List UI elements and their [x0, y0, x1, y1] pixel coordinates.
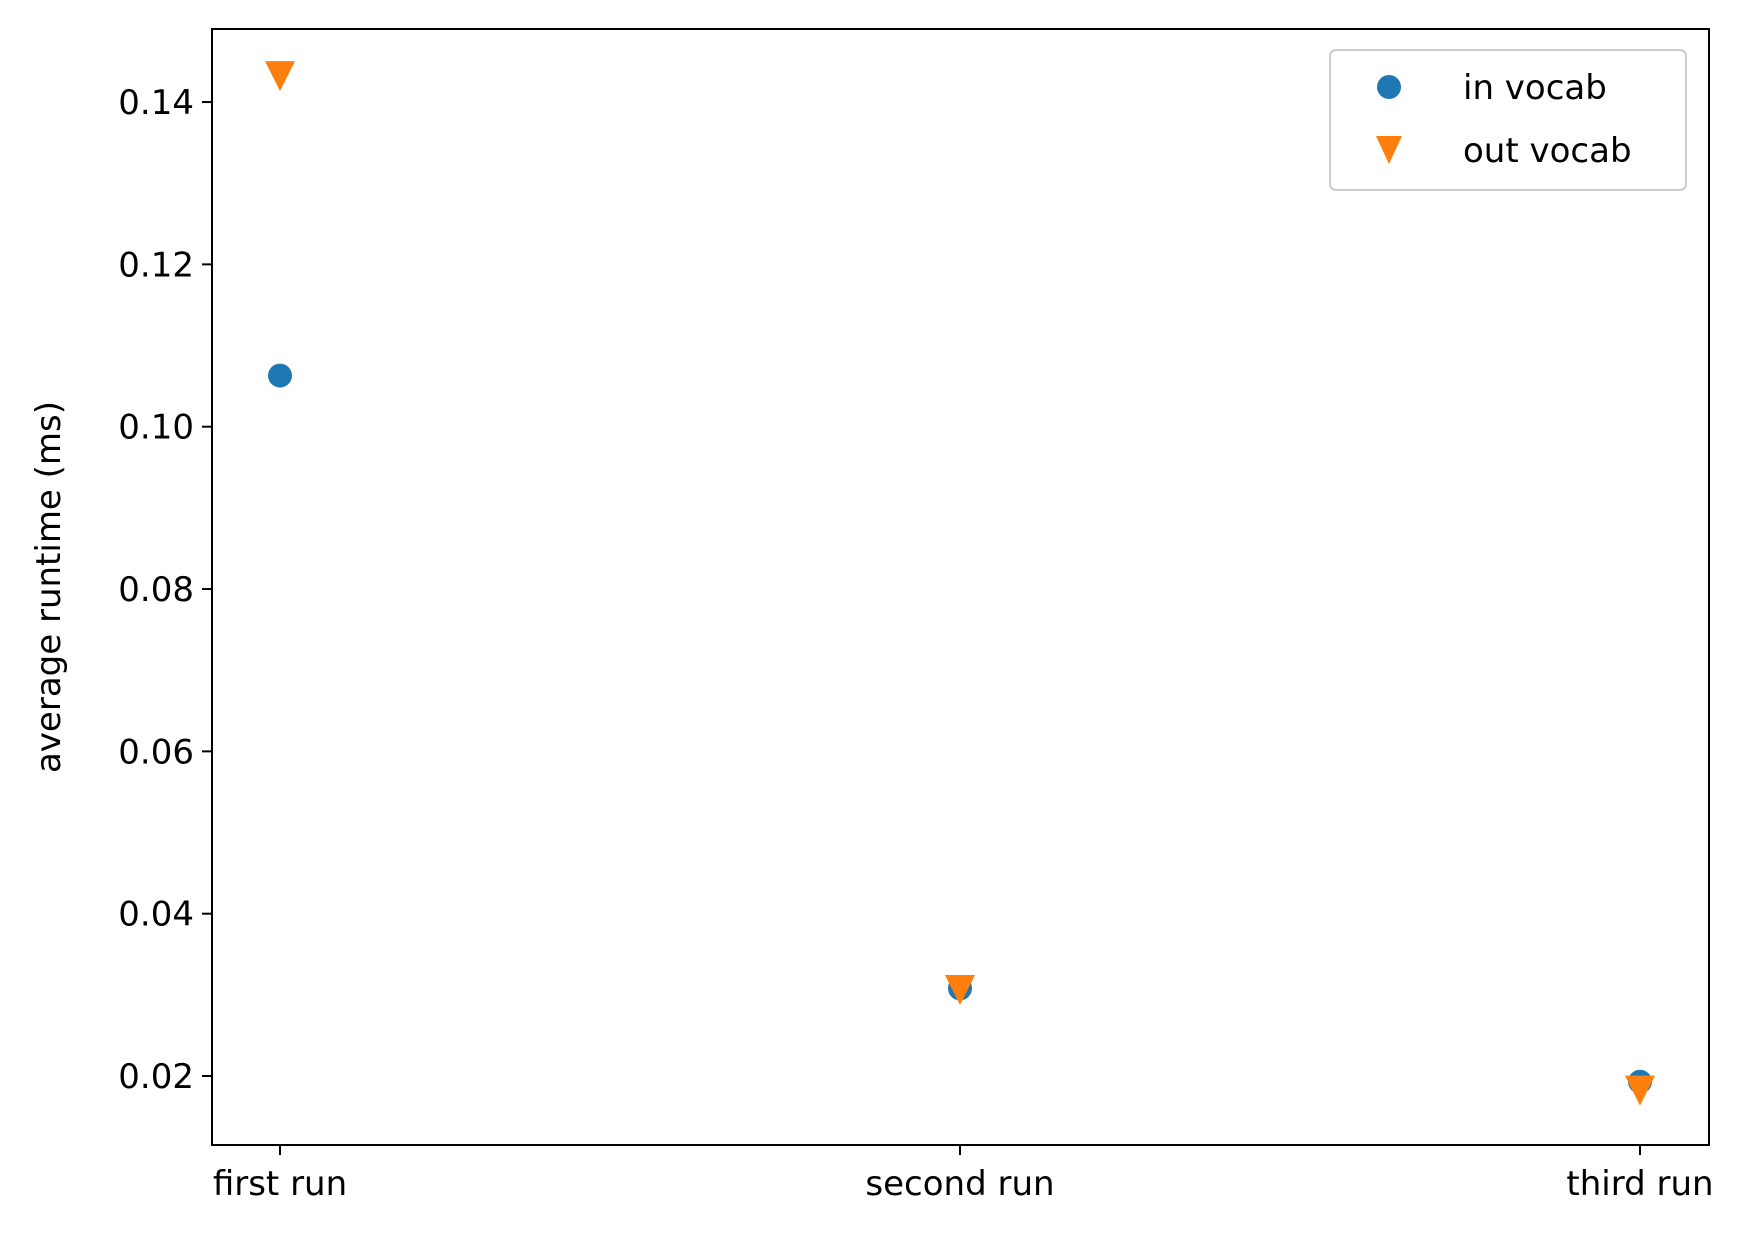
legend-marker-in-vocab: [1377, 75, 1401, 99]
y-tick-label: 0.10: [118, 408, 194, 448]
legend-label-in-vocab: in vocab: [1463, 68, 1607, 108]
point-out-vocab: [945, 974, 975, 1005]
legend-label-out-vocab: out vocab: [1463, 131, 1632, 171]
point-out-vocab: [265, 61, 295, 92]
legend-marker-out-vocab: [1376, 136, 1402, 164]
y-tick-label: 0.06: [118, 732, 194, 772]
y-tick-label: 0.12: [118, 245, 194, 285]
x-tick-label: first run: [213, 1164, 347, 1204]
legend-frame: [1329, 49, 1687, 191]
legend: in vocab out vocab: [1329, 49, 1687, 191]
point-out-vocab: [1625, 1075, 1655, 1106]
y-tick-label: 0.08: [118, 570, 194, 610]
y-axis: 0.02 0.04 0.06 0.08 0.10 0.12 0.14: [118, 83, 212, 1097]
y-axis-label: average runtime (ms): [29, 401, 69, 773]
data-marks: [265, 61, 1655, 1106]
y-tick-label: 0.04: [118, 895, 194, 935]
x-tick-label: third run: [1566, 1164, 1713, 1204]
x-axis: first run second run third run: [213, 1145, 1714, 1204]
y-tick-label: 0.14: [118, 83, 194, 123]
point-in-vocab: [268, 363, 292, 388]
x-tick-label: second run: [865, 1164, 1054, 1204]
y-tick-label: 0.02: [118, 1057, 194, 1097]
